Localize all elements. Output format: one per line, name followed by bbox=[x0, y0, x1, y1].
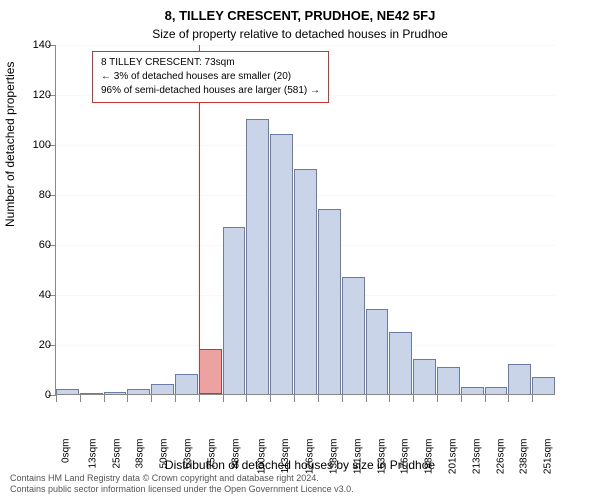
x-tick bbox=[366, 394, 367, 402]
histogram-bar bbox=[104, 392, 127, 395]
y-tick-label: 80 bbox=[21, 189, 51, 201]
x-tick bbox=[223, 394, 224, 402]
x-tick bbox=[246, 394, 247, 402]
x-axis-label: Distribution of detached houses by size … bbox=[0, 458, 600, 472]
x-tick bbox=[199, 394, 200, 402]
page-title: 8, TILLEY CRESCENT, PRUDHOE, NE42 5FJ bbox=[0, 0, 600, 23]
histogram-bar bbox=[461, 387, 484, 395]
gridline bbox=[56, 145, 555, 146]
x-tick bbox=[175, 394, 176, 402]
y-axis-label: Number of detached properties bbox=[3, 62, 17, 227]
highlight-bar bbox=[199, 349, 222, 394]
histogram-bar bbox=[246, 119, 269, 394]
footer-line-1: Contains HM Land Registry data © Crown c… bbox=[10, 473, 590, 485]
x-tick bbox=[532, 394, 533, 402]
y-tick-label: 140 bbox=[21, 39, 51, 51]
histogram-bar bbox=[151, 384, 174, 394]
x-tick bbox=[294, 394, 295, 402]
chart-subtitle: Size of property relative to detached ho… bbox=[0, 23, 600, 41]
callout-line: ← 3% of detached houses are smaller (20) bbox=[101, 70, 320, 84]
histogram-bar bbox=[389, 332, 412, 395]
y-tick-label: 60 bbox=[21, 239, 51, 251]
histogram-bar bbox=[437, 367, 460, 395]
y-tick-label: 120 bbox=[21, 89, 51, 101]
histogram-bar bbox=[56, 389, 79, 394]
x-tick bbox=[270, 394, 271, 402]
x-tick bbox=[127, 394, 128, 402]
x-tick bbox=[151, 394, 152, 402]
x-tick bbox=[342, 394, 343, 402]
footer-line-2: Contains public sector information licen… bbox=[10, 484, 590, 496]
x-tick bbox=[318, 394, 319, 402]
callout-line: 96% of semi-detached houses are larger (… bbox=[101, 84, 320, 98]
histogram-bar bbox=[223, 227, 246, 395]
callout-box: 8 TILLEY CRESCENT: 73sqm← 3% of detached… bbox=[92, 51, 329, 103]
gridline bbox=[56, 45, 555, 46]
y-tick-label: 40 bbox=[21, 289, 51, 301]
histogram-bar bbox=[80, 393, 103, 394]
histogram-bar bbox=[485, 387, 508, 395]
x-tick bbox=[485, 394, 486, 402]
plot-area: 0204060801001201400sqm13sqm25sqm38sqm50s… bbox=[55, 45, 555, 395]
x-tick bbox=[389, 394, 390, 402]
x-tick bbox=[508, 394, 509, 402]
chart-area: 0204060801001201400sqm13sqm25sqm38sqm50s… bbox=[55, 45, 555, 395]
histogram-bar bbox=[294, 169, 317, 394]
x-tick bbox=[461, 394, 462, 402]
x-tick bbox=[104, 394, 105, 402]
x-tick bbox=[437, 394, 438, 402]
x-tick bbox=[80, 394, 81, 402]
x-tick bbox=[413, 394, 414, 402]
histogram-bar bbox=[508, 364, 531, 394]
histogram-bar bbox=[175, 374, 198, 394]
y-tick-label: 0 bbox=[21, 389, 51, 401]
histogram-bar bbox=[366, 309, 389, 394]
y-tick-label: 20 bbox=[21, 339, 51, 351]
footer-attribution: Contains HM Land Registry data © Crown c… bbox=[10, 473, 590, 496]
histogram-bar bbox=[127, 389, 150, 394]
x-tick bbox=[56, 394, 57, 402]
callout-line: 8 TILLEY CRESCENT: 73sqm bbox=[101, 56, 320, 70]
y-tick-label: 100 bbox=[21, 139, 51, 151]
histogram-bar bbox=[342, 277, 365, 395]
histogram-bar bbox=[270, 134, 293, 394]
histogram-bar bbox=[413, 359, 436, 394]
chart-container: 8, TILLEY CRESCENT, PRUDHOE, NE42 5FJ Si… bbox=[0, 0, 600, 500]
histogram-bar bbox=[318, 209, 341, 394]
histogram-bar bbox=[532, 377, 555, 395]
